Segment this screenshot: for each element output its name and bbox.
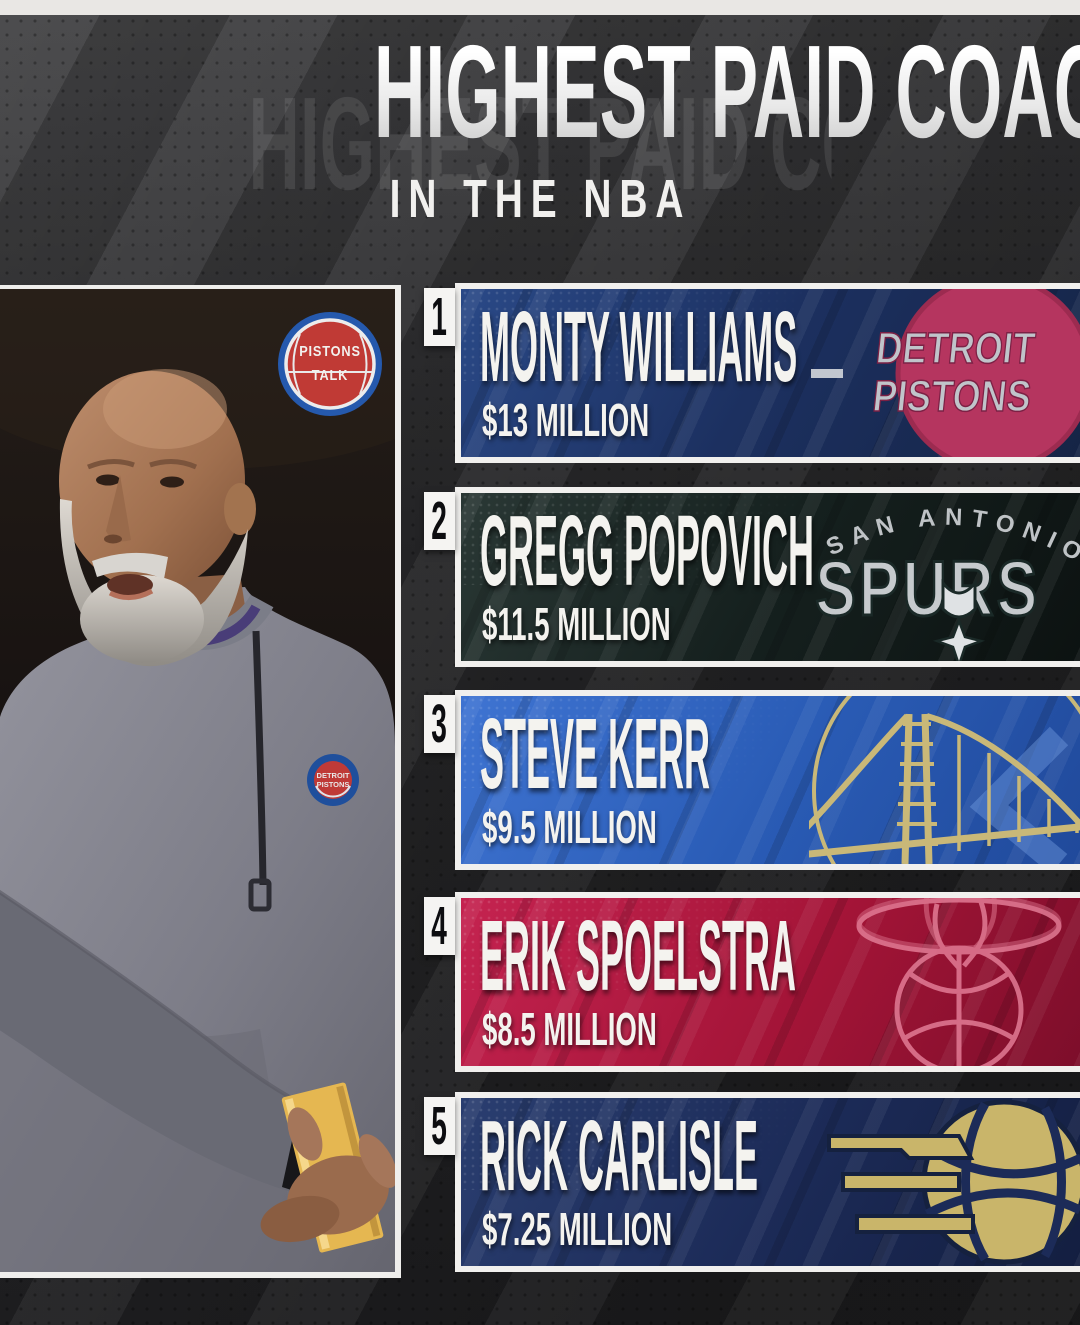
indiana-pacers-logo bbox=[827, 1099, 1080, 1265]
pistons-jacket-patch: DETROIT PISTONS bbox=[307, 754, 359, 806]
san-antonio-spurs-logo: SAN ANTONIO SPURS bbox=[814, 504, 1080, 661]
rank-badge-4: 4 bbox=[424, 897, 455, 955]
rank-row-1: 1 DETROIT PISTONS MONTY WILLIAMS $13 MIL… bbox=[424, 283, 1080, 463]
rank-badge-3: 3 bbox=[424, 695, 455, 753]
coach-salary: $11.5 MILLION bbox=[482, 598, 671, 650]
hands bbox=[260, 1107, 395, 1243]
coach-name: RICK CARLISLE bbox=[480, 1100, 758, 1212]
svg-text:SPURS: SPURS bbox=[815, 545, 1040, 632]
detroit-pistons-logo: DETROIT PISTONS bbox=[811, 289, 1080, 457]
rank-row-3: 3 STEVE KERR $9.5 MILLION bbox=[424, 690, 1080, 870]
svg-text:PISTONS: PISTONS bbox=[299, 342, 361, 359]
rank-badge-5: 5 bbox=[424, 1097, 455, 1155]
rank-badge-2: 2 bbox=[424, 492, 455, 550]
spur-emblem bbox=[932, 578, 986, 661]
zipper-pull bbox=[248, 878, 272, 912]
head bbox=[59, 369, 256, 667]
page-subtitle: IN THE NBA bbox=[389, 169, 691, 229]
coach-salary: $8.5 MILLION bbox=[482, 1003, 657, 1055]
mustache bbox=[92, 552, 168, 579]
arm-sleeve bbox=[0, 892, 333, 1195]
monty-williams-portrait: DETROIT PISTONS bbox=[0, 289, 395, 1272]
top-strip bbox=[0, 0, 1080, 15]
rank-row-2: 2 SAN ANTONIO SPURS GREGG POPOVICH $11.5… bbox=[424, 487, 1080, 667]
coach-salary: $7.25 MILLION bbox=[482, 1203, 673, 1255]
rank-badge-1: 1 bbox=[424, 288, 455, 346]
coach-name: STEVE KERR bbox=[480, 698, 711, 810]
page-title: HIGHEST PAID COACHES bbox=[374, 26, 1080, 158]
coach-name: ERIK SPOELSTRA bbox=[480, 900, 797, 1012]
rank-row-4: 4 ERIK SPOELSTRA $8.5 MILLION bbox=[424, 892, 1080, 1072]
header: HIGHEST PAID COACHES HIGHEST PAID COACHE… bbox=[0, 26, 1080, 210]
coach-photo-panel: DETROIT PISTONS bbox=[0, 285, 401, 1278]
coach-salary: $9.5 MILLION bbox=[482, 801, 657, 853]
svg-text:DETROIT: DETROIT bbox=[317, 771, 350, 780]
svg-text:PISTONS: PISTONS bbox=[871, 371, 1034, 421]
miami-heat-logo bbox=[856, 898, 1062, 1066]
pistons-talk-badge: PISTONS TALK bbox=[278, 312, 382, 416]
svg-text:TALK: TALK bbox=[312, 366, 348, 383]
zipper bbox=[252, 630, 267, 886]
coach-salary: $13 MILLION bbox=[482, 394, 650, 446]
coach-name: GREGG POPOVICH bbox=[480, 495, 815, 607]
coach-name: MONTY WILLIAMS bbox=[480, 291, 798, 403]
svg-text:DETROIT: DETROIT bbox=[874, 323, 1038, 373]
golden-state-warriors-logo bbox=[809, 696, 1080, 864]
rank-row-5: 5 RICK CARLISLE $7.25 MILLION bbox=[424, 1092, 1080, 1272]
svg-text:PISTONS: PISTONS bbox=[317, 780, 350, 789]
